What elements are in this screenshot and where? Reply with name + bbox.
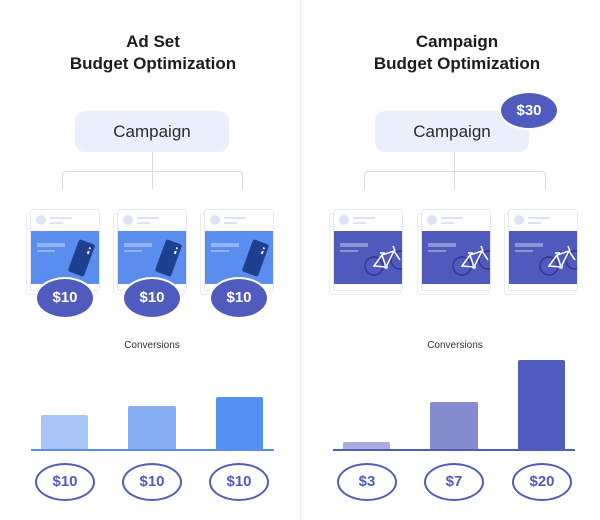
connector-branch	[364, 171, 546, 190]
spend-badge: $20	[512, 463, 572, 501]
ad-image	[334, 231, 402, 284]
spend-badge: $7	[424, 463, 484, 501]
spend-badge: $10	[35, 463, 95, 501]
phone-icon	[241, 239, 270, 277]
conversion-bar	[216, 397, 263, 450]
ad-image	[509, 231, 577, 284]
conversion-bar	[128, 406, 176, 450]
avatar-placeholder	[36, 215, 46, 225]
title-line-1: Ad Set	[126, 32, 180, 51]
connector-branch	[62, 171, 243, 190]
title-line-2: Budget Optimization	[373, 54, 541, 73]
conversions-label: Conversions	[124, 340, 180, 351]
conversion-bar	[518, 360, 565, 450]
conversions-label: Conversions	[427, 340, 483, 351]
ad-image	[205, 231, 273, 284]
ad-card	[329, 209, 403, 295]
ad-image	[118, 231, 186, 284]
spend-badge: $10	[209, 463, 269, 501]
campaign-node: Campaign	[75, 111, 229, 152]
chart-baseline	[31, 449, 274, 451]
avatar-placeholder	[339, 215, 349, 225]
panel-divider	[300, 0, 301, 520]
phone-icon	[154, 239, 183, 277]
ad-image	[31, 231, 99, 284]
avatar-placeholder	[427, 215, 437, 225]
conversion-bar	[41, 415, 88, 450]
connector-trunk	[454, 152, 455, 189]
avatar-placeholder	[123, 215, 133, 225]
conversion-bar	[343, 442, 390, 450]
ad-budget-badge: $10	[37, 279, 93, 317]
bicycle-icon	[539, 245, 577, 276]
ad-card	[504, 209, 578, 295]
campaign-node: Campaign	[375, 111, 529, 152]
campaign-budget-badge: $30	[501, 93, 557, 128]
ad-budget-badge: $10	[124, 279, 180, 317]
ad-card	[417, 209, 491, 295]
avatar-placeholder	[514, 215, 524, 225]
spend-badge: $10	[122, 463, 182, 501]
panel-title: Ad Set Budget Optimization	[3, 31, 303, 75]
title-line-2: Budget Optimization	[69, 54, 237, 73]
ad-budget-badge: $10	[211, 279, 267, 317]
connector-trunk	[152, 152, 153, 189]
spend-badge: $3	[337, 463, 397, 501]
chart-baseline	[333, 449, 575, 451]
ad-image	[422, 231, 490, 284]
conversion-bar	[430, 402, 478, 450]
avatar-placeholder	[210, 215, 220, 225]
phone-icon	[67, 239, 96, 277]
bicycle-icon	[364, 245, 402, 276]
panel-title: Campaign Budget Optimization	[307, 31, 600, 75]
bicycle-icon	[452, 245, 490, 276]
title-line-1: Campaign	[415, 32, 499, 51]
